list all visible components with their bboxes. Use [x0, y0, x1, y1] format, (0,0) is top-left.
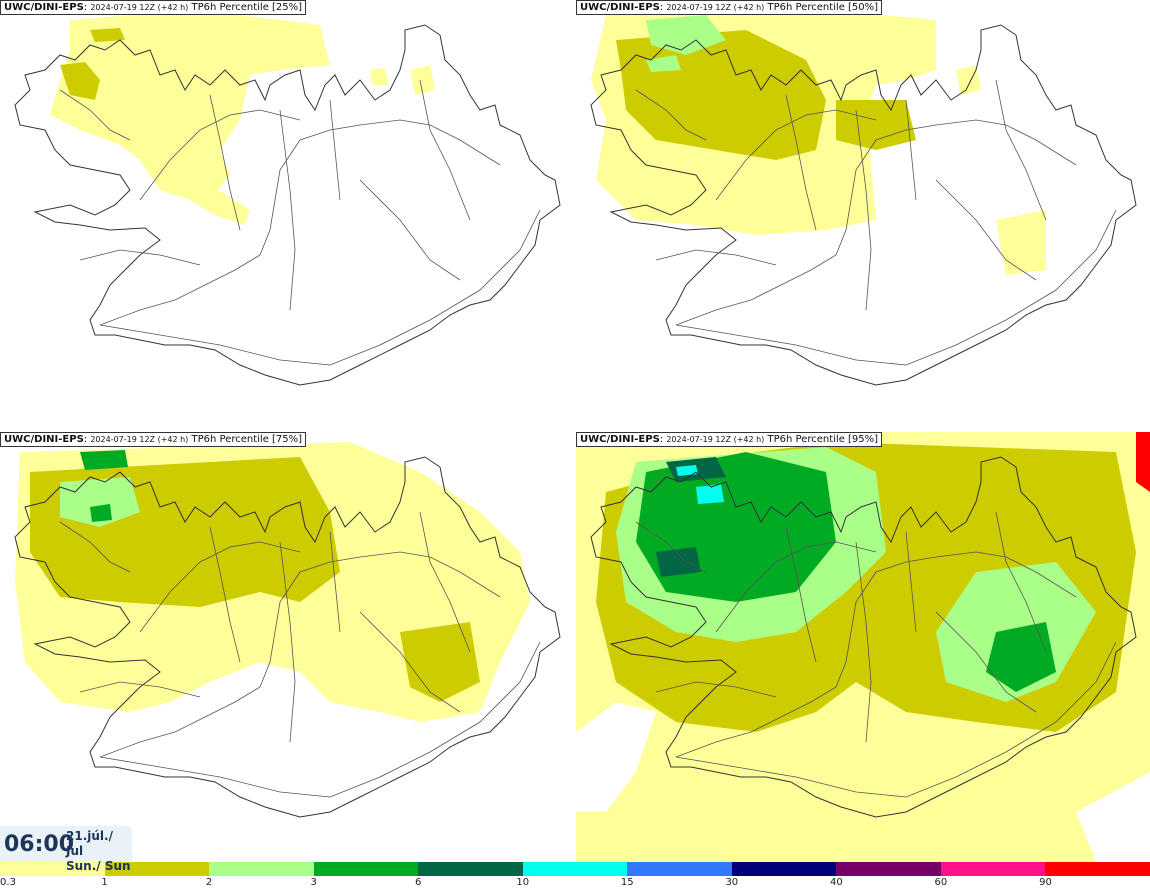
- colorbar-swatch: [313, 862, 419, 876]
- run-info: 2024-07-19 12Z (+42 h): [90, 3, 189, 12]
- colorbar-swatch: [104, 862, 210, 876]
- colorbar-tick-label: 0.3: [0, 877, 16, 888]
- colorbar-swatch: [1045, 862, 1150, 876]
- colorbar-swatch: [836, 862, 941, 876]
- colorbar-tick-label: 1: [101, 877, 108, 888]
- panel-title: UWC/DINI-EPS: 2024-07-19 12Z (+42 h) TP6…: [576, 432, 883, 447]
- colorbar-tick-label: 3: [310, 877, 317, 888]
- run-info: 2024-07-19 12Z (+42 h): [90, 435, 189, 444]
- map-panel-50: UWC/DINI-EPS: 2024-07-19 12Z (+42 h) TP6…: [576, 0, 1150, 430]
- precip-map: [14, 10, 561, 386]
- model-name: UWC/DINI-EPS: [4, 434, 84, 445]
- colorbar-tick-label: 90: [1039, 877, 1052, 888]
- colorbar-swatch: [940, 862, 1046, 876]
- field-name: TP6h Percentile [50%]: [767, 2, 879, 13]
- valid-date: 21.júl./ Jul Sun./ Sun: [66, 829, 132, 874]
- model-name: UWC/DINI-EPS: [580, 2, 660, 13]
- colorbar-swatches: [0, 862, 1150, 876]
- panel-title: UWC/DINI-EPS: 2024-07-19 12Z (+42 h) TP6…: [576, 0, 883, 15]
- run-info: 2024-07-19 12Z (+42 h): [666, 435, 765, 444]
- field-name: TP6h Percentile [95%]: [767, 434, 879, 445]
- map-panel-25: UWC/DINI-EPS: 2024-07-19 12Z (+42 h) TP6…: [0, 0, 574, 430]
- model-name: UWC/DINI-EPS: [580, 434, 660, 445]
- precip-map: [14, 442, 561, 818]
- colorbar-tick-label: 15: [620, 877, 634, 888]
- colorbar-tick-label: 60: [934, 877, 948, 888]
- precip-map: [576, 432, 1150, 862]
- map-panel-95: UWC/DINI-EPS: 2024-07-19 12Z (+42 h) TP6…: [576, 432, 1150, 862]
- valid-date-line1: 21.júl./ Jul: [66, 829, 113, 858]
- field-name: TP6h Percentile [75%]: [191, 434, 303, 445]
- field-name: TP6h Percentile [25%]: [191, 2, 303, 13]
- valid-time-box: 06:00 21.júl./ Jul Sun./ Sun: [0, 826, 132, 873]
- panel-title: UWC/DINI-EPS: 2024-07-19 12Z (+42 h) TP6…: [0, 432, 307, 447]
- colorbar-swatch: [731, 862, 837, 876]
- colorbar-tick-label: 2: [205, 877, 213, 888]
- valid-time-clock: 06:00: [4, 832, 75, 857]
- valid-date-line2: Sun./ Sun: [66, 859, 131, 873]
- colorbar-swatch: [209, 862, 314, 876]
- run-info: 2024-07-19 12Z (+42 h): [666, 3, 765, 12]
- colorbar-swatch: [627, 862, 732, 876]
- colorbar-tick-label: 40: [829, 877, 843, 888]
- model-name: UWC/DINI-EPS: [4, 2, 84, 13]
- colorbar-swatch: [522, 862, 628, 876]
- colorbar-swatch: [418, 862, 523, 876]
- map-panel-75: UWC/DINI-EPS: 2024-07-19 12Z (+42 h) TP6…: [0, 432, 574, 862]
- colorbar-tick-label: 30: [725, 877, 739, 888]
- colorbar-tick-label: 6: [414, 877, 422, 888]
- precip-map: [590, 5, 1137, 386]
- colorbar-tick-label: 10: [516, 877, 530, 888]
- colorbar-swatch: [0, 862, 105, 876]
- colorbar: 0.3 1 2 3 6 10 15 30 40 60 90: [0, 862, 1150, 891]
- panel-title: UWC/DINI-EPS: 2024-07-19 12Z (+42 h) TP6…: [0, 0, 307, 15]
